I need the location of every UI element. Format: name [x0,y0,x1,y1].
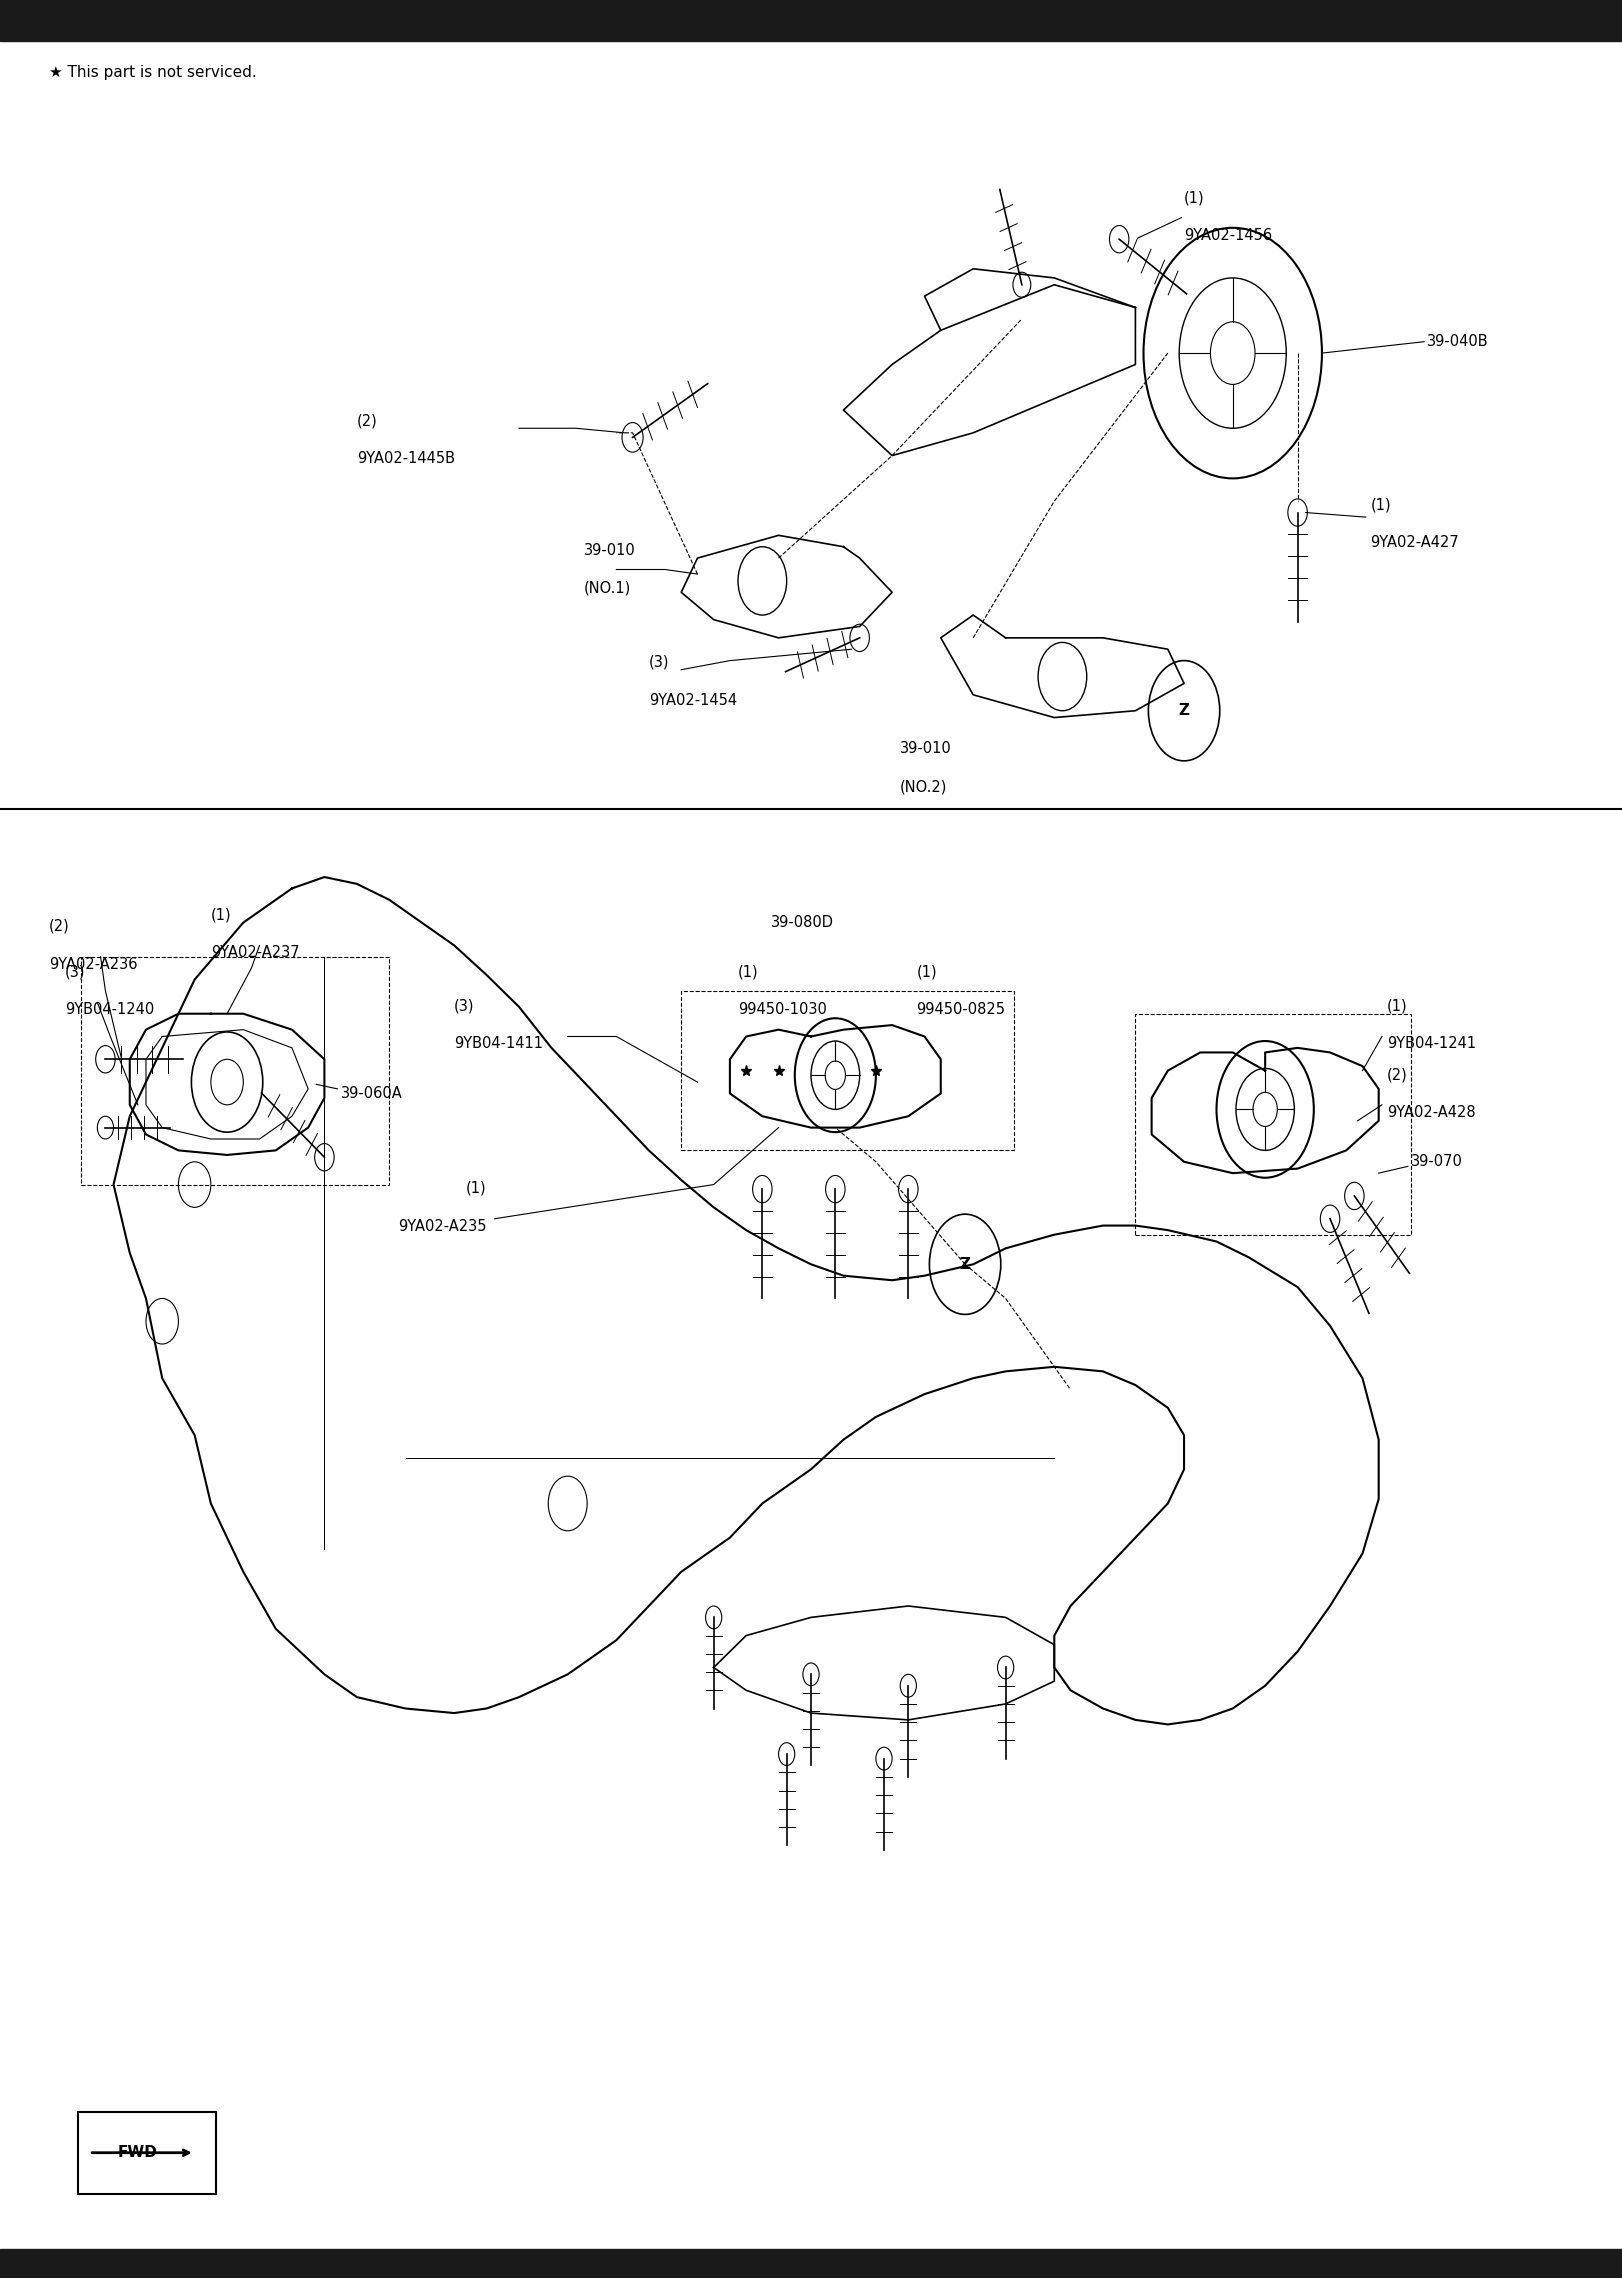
Text: 39-060A: 39-060A [341,1087,402,1100]
Text: (3): (3) [649,654,670,670]
Text: (3): (3) [65,964,86,980]
Text: (NO.1): (NO.1) [584,581,631,597]
Text: (1): (1) [1184,189,1205,205]
Bar [0,0,1622,41]
Text: 9YB04-1240: 9YB04-1240 [65,1002,154,1018]
Text: 39-040B: 39-040B [1427,335,1489,349]
Bar [81,957,389,1185]
Text: 99450-0825: 99450-0825 [916,1002,1006,1018]
Text: 39-010: 39-010 [584,542,636,558]
Text: 9YA02-A428: 9YA02-A428 [1387,1105,1476,1121]
Text: 9YA02-1445B: 9YA02-1445B [357,451,454,467]
Text: 9YA02-A427: 9YA02-A427 [1371,535,1460,551]
Text: (1): (1) [466,1180,487,1196]
Text: (2): (2) [357,412,378,428]
Text: 9YA02-A237: 9YA02-A237 [211,945,300,961]
Text: (1): (1) [916,964,938,980]
Text: 9YB04-1241: 9YB04-1241 [1387,1036,1476,1052]
Text: Z: Z [1179,704,1189,718]
Bar [1135,1014,1411,1235]
Text: ★ This part is not serviced.: ★ This part is not serviced. [49,66,256,80]
Text: (3): (3) [454,998,475,1014]
Text: FWD: FWD [118,2146,157,2160]
Text: 9YA02-1456: 9YA02-1456 [1184,228,1272,244]
Bar [681,991,1014,1150]
Text: 39-010: 39-010 [900,740,952,756]
Text: 9YA02-A235: 9YA02-A235 [397,1219,487,1235]
Text: 9YA02-A236: 9YA02-A236 [49,957,138,973]
Text: (1): (1) [1371,497,1392,513]
Text: (1): (1) [1387,998,1408,1014]
Text: Z: Z [960,1257,970,1271]
Bar [0,2248,1622,2278]
Text: (1): (1) [738,964,759,980]
Text: 99450-1030: 99450-1030 [738,1002,827,1018]
Text: (2): (2) [1387,1066,1408,1082]
Text: 9YB04-1411: 9YB04-1411 [454,1036,543,1052]
Text: (2): (2) [49,918,70,934]
Text: (NO.2): (NO.2) [900,779,947,795]
Text: 9YA02-1454: 9YA02-1454 [649,693,736,708]
Text: 39-070: 39-070 [1411,1155,1463,1169]
Text: 39-080D: 39-080D [770,916,834,929]
Text: (1): (1) [211,907,232,923]
